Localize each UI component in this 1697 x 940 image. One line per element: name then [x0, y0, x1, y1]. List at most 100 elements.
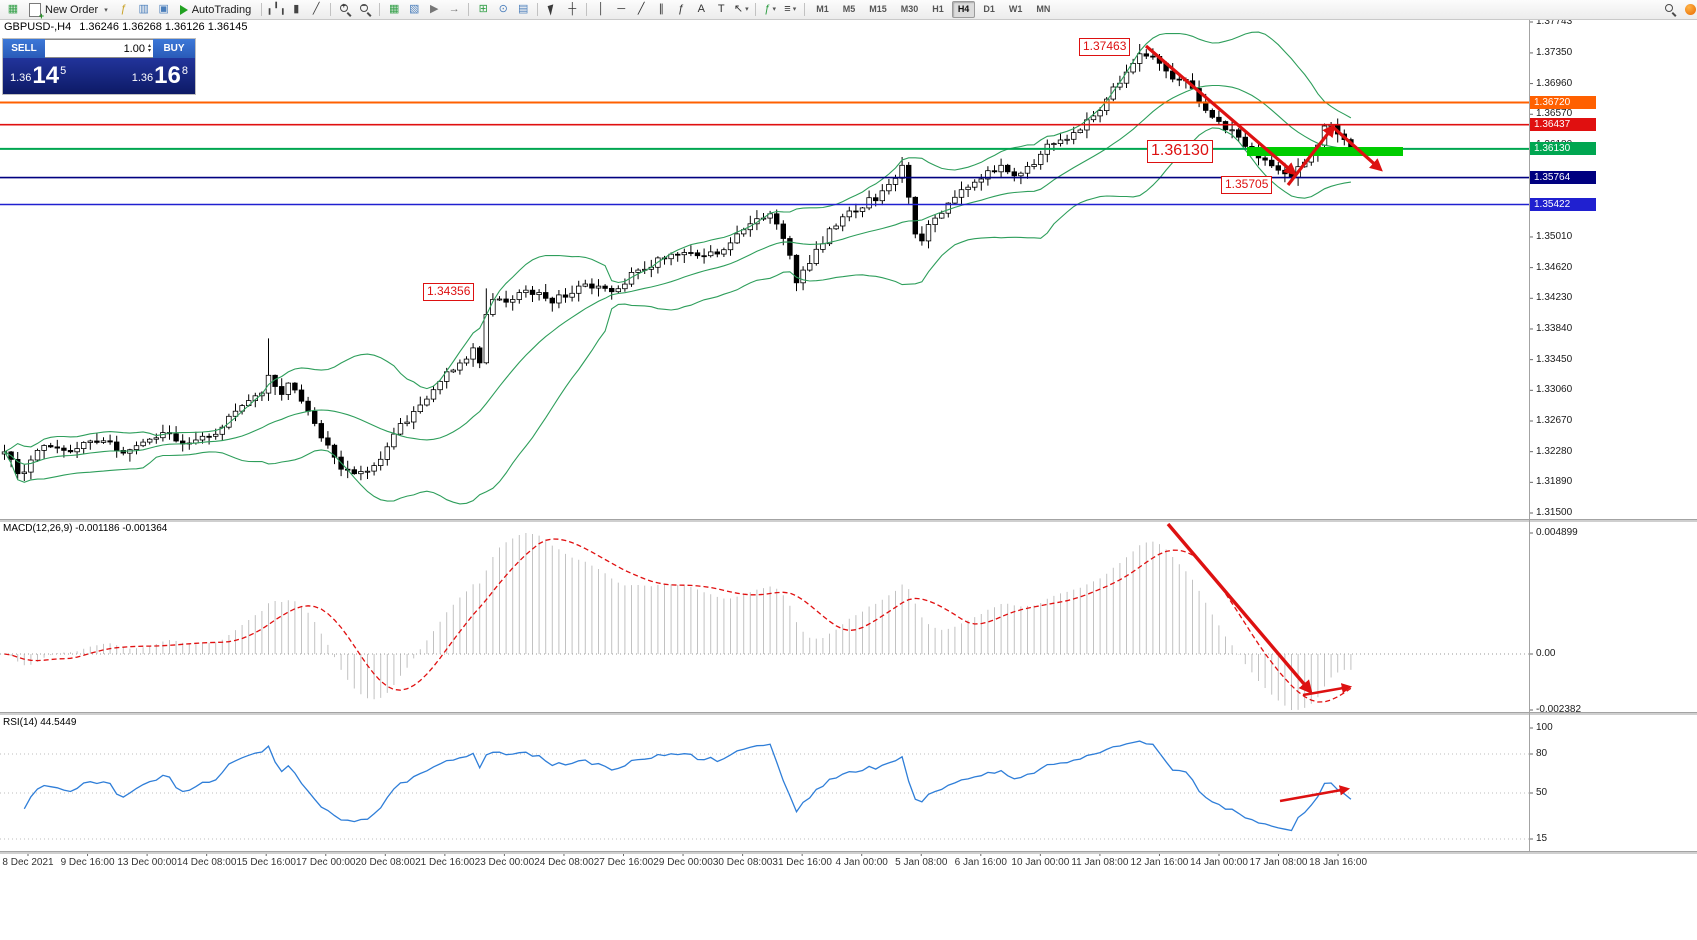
new-order-button[interactable]: New Order▾	[23, 1, 114, 21]
timeframe-mn[interactable]: MN	[1036, 4, 1051, 14]
trend-arrow[interactable]	[1144, 44, 1297, 176]
toolbar-separator	[379, 3, 381, 16]
zoom-in-icon: +	[339, 3, 352, 16]
indicators-icon[interactable]: ƒ ▾	[764, 3, 777, 15]
profiles-icon[interactable]: ⊙	[498, 3, 508, 15]
bollinger-upper-band	[4, 31, 1352, 453]
chart-ohlc-values: 1.36246 1.36268 1.36126 1.36145	[79, 21, 248, 33]
toolbar-separator	[261, 3, 263, 16]
rsi-scale-tick: 50	[1536, 787, 1548, 798]
tile-windows-icon[interactable]: ▦	[389, 3, 400, 15]
buy-button[interactable]: BUY	[153, 39, 195, 58]
date-scale-label: 12 Jan 16:00	[1130, 857, 1189, 868]
equidistant-channel-icon[interactable]: ∥	[658, 3, 664, 15]
timeframe-w1[interactable]: W1	[1008, 4, 1023, 14]
chart-shift-icon[interactable]: →	[448, 3, 460, 15]
bar-chart-type-icon[interactable]: ╻╹╻	[266, 3, 287, 15]
panel-separator-main-macd[interactable]	[0, 519, 1697, 522]
price-annotation-label[interactable]: 1.35705	[1221, 176, 1273, 194]
price-tag-1.35764: 1.35764	[1530, 171, 1596, 185]
vertical-line-icon[interactable]: │	[597, 3, 605, 15]
trade-panel-controls: SELL 1.00 ▴ ▾ BUY	[3, 39, 195, 58]
price-scale-separator[interactable]	[1529, 19, 1530, 852]
data-window-icon[interactable]: ▣	[158, 3, 169, 15]
price-scale-tick: 1.32670	[1536, 414, 1573, 426]
volume-stepper[interactable]: ▴ ▾	[147, 42, 151, 54]
date-scale-label: 29 Dec 00:00	[653, 857, 713, 868]
autotrading-button[interactable]: AutoTrading	[174, 1, 258, 18]
arrows-tool-icon[interactable]: ↖ ▾	[733, 3, 749, 15]
sell-price-prefix: 1.36	[10, 72, 32, 84]
buy-price[interactable]: 1.36 16 8	[131, 64, 188, 88]
price-annotation-label[interactable]: 1.36130	[1147, 140, 1213, 163]
panel-separator-rsi-time[interactable]	[0, 851, 1697, 854]
cursor-icon	[547, 3, 557, 16]
trend-arrow[interactable]	[1279, 785, 1351, 803]
trend-arrow[interactable]	[1166, 522, 1313, 695]
date-scale-label: 10 Jan 00:00	[1011, 857, 1070, 868]
date-scale-label: 31 Dec 16:00	[772, 857, 832, 868]
price-scale-tick: 1.33060	[1536, 384, 1573, 396]
buy-price-prefix: 1.36	[131, 72, 154, 84]
horizontal-line-icon[interactable]: ─	[617, 3, 626, 15]
timeframe-d1[interactable]: D1	[983, 4, 995, 14]
line-chart-type-icon[interactable]: ╱	[312, 3, 320, 15]
date-scale-label: 9 Dec 16:00	[60, 857, 115, 868]
stepper-down-icon[interactable]: ▾	[147, 47, 151, 54]
one-click-trading-panel: SELL 1.00 ▴ ▾ BUY 1.36 14 5 1.36 16 8	[3, 39, 195, 94]
text-label-icon[interactable]: T	[717, 3, 725, 15]
trend-arrows[interactable]	[1144, 44, 1383, 803]
sell-price[interactable]: 1.36 14 5	[10, 64, 66, 88]
price-tag-1.36437: 1.36437	[1530, 118, 1596, 132]
timeframe-m1[interactable]: M1	[816, 4, 829, 14]
panel-separator-macd-rsi[interactable]	[0, 712, 1697, 715]
trend-arrow[interactable]	[1302, 683, 1353, 697]
notification-icon[interactable]	[1680, 1, 1697, 18]
timeframe-m15[interactable]: M15	[869, 4, 887, 14]
price-scale-tick: 1.37350	[1536, 46, 1573, 58]
candlestick-chart-type-icon[interactable]: ▮	[293, 3, 300, 15]
trendline-icon[interactable]: ╱	[637, 3, 645, 15]
price-annotation-label[interactable]: 1.37463	[1079, 38, 1131, 56]
price-scale-tick: 1.31500	[1536, 507, 1573, 518]
timeframe-h4[interactable]: H4	[951, 1, 976, 18]
volume-field[interactable]: 1.00 ▴ ▾	[45, 39, 153, 58]
timeframe-m5[interactable]: M5	[842, 4, 856, 14]
date-scale-label: 20 Dec 08:00	[355, 857, 416, 868]
market-watch-icon[interactable]: ▥	[138, 3, 149, 15]
date-scale-label: 23 Dec 00:00	[474, 857, 535, 868]
date-scale-label: 8 Dec 2021	[2, 857, 54, 868]
periods-list-icon[interactable]: ≡ ▾	[784, 3, 797, 15]
trend-arrow[interactable]	[1286, 123, 1336, 186]
macd-indicator-label: MACD(12,26,9) -0.001186 -0.001364	[3, 523, 168, 534]
crosshair-icon[interactable]: ┼	[568, 3, 577, 15]
support-zone-rect[interactable]	[1247, 147, 1403, 156]
price-scale-tick: 1.34620	[1536, 261, 1573, 273]
auto-scroll-icon[interactable]: ▶	[430, 3, 439, 15]
zoom-out-icon[interactable]: −	[355, 1, 375, 18]
sell-button[interactable]: SELL	[3, 39, 45, 58]
timeframe-h1[interactable]: H1	[932, 4, 944, 14]
cursor-icon[interactable]	[542, 1, 562, 18]
fibonacci-icon[interactable]: ƒ	[678, 3, 685, 15]
volume-value: 1.00	[123, 42, 145, 55]
zoom-in-icon[interactable]: +	[335, 1, 355, 18]
stepper-up-icon[interactable]: ▴	[147, 42, 151, 49]
app-chart-icon[interactable]: ▦	[7, 3, 19, 15]
new-chart-icon[interactable]: ⊞	[478, 3, 488, 15]
date-scale-label: 27 Dec 16:00	[593, 857, 654, 868]
date-scale-label: 21 Dec 16:00	[415, 857, 475, 868]
price-annotation-label[interactable]: 1.34356	[423, 283, 475, 301]
new-order-icon	[29, 2, 44, 21]
expert-advisors-icon[interactable]: ƒ	[120, 3, 127, 15]
date-scale-label: 14 Jan 00:00	[1190, 857, 1248, 868]
text-icon[interactable]: A	[697, 3, 705, 15]
date-scale-label: 11 Jan 08:00	[1071, 857, 1129, 868]
cascade-windows-icon[interactable]: ▧	[409, 3, 420, 15]
templates-icon[interactable]: ▤	[518, 3, 529, 15]
search-icon[interactable]	[1660, 1, 1680, 18]
trend-arrow[interactable]	[1332, 126, 1383, 172]
timeframe-m30[interactable]: M30	[900, 4, 919, 14]
